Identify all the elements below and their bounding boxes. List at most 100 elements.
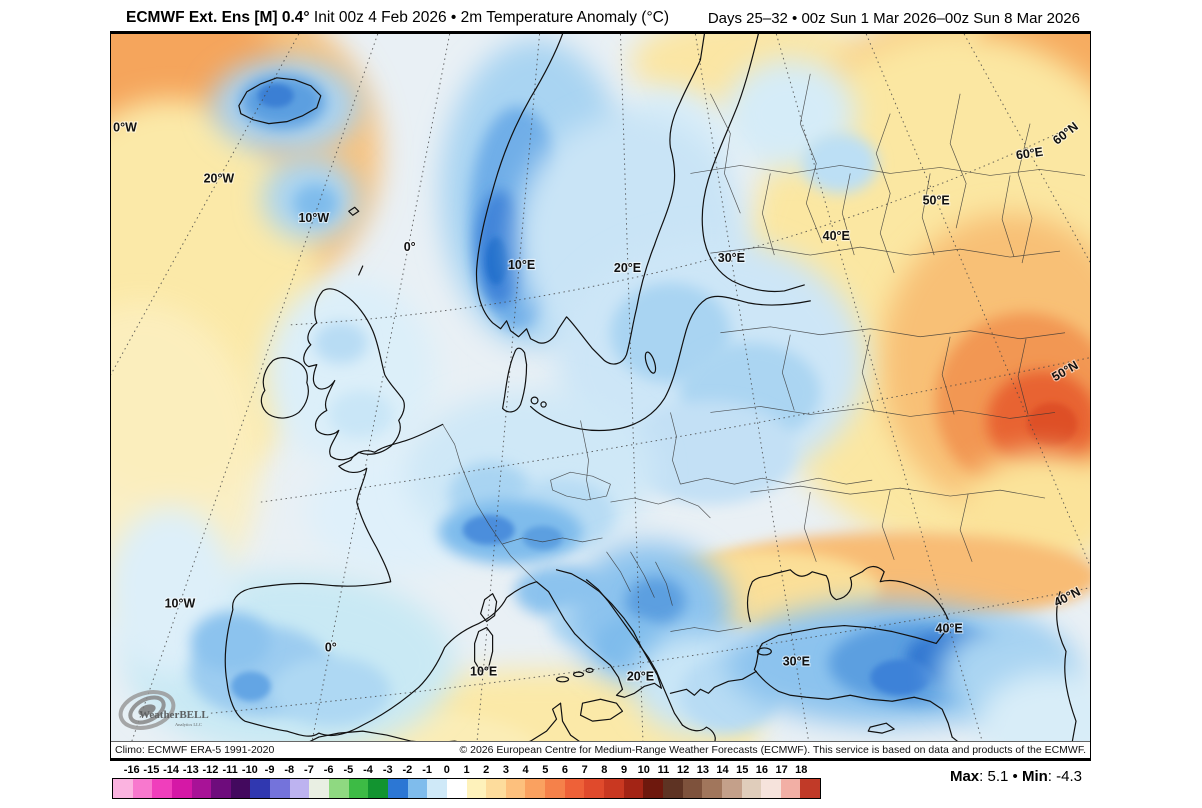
coord-label: 20°E bbox=[627, 669, 654, 683]
coord-label: 60°E bbox=[1015, 145, 1044, 163]
colorbar-tick: -15 bbox=[143, 764, 160, 776]
max-colon: : bbox=[979, 768, 988, 785]
copyright-note: © 2026 European Centre for Medium-Range … bbox=[459, 744, 1086, 756]
colorbar-cell bbox=[211, 779, 231, 798]
colorbar-tick: 8 bbox=[601, 764, 608, 776]
colorbar-cell bbox=[623, 779, 644, 798]
colorbar-cell bbox=[368, 779, 388, 798]
colorbar-cell bbox=[191, 779, 212, 798]
graticule bbox=[111, 34, 1090, 758]
colorbar-tick: 3 bbox=[502, 764, 509, 776]
colorbar-tick: 1 bbox=[463, 764, 470, 776]
colorbar-cell bbox=[525, 779, 546, 798]
logo-text: WeatherBELL bbox=[139, 709, 209, 721]
colorbar-cell bbox=[780, 779, 801, 798]
coord-label: 30°E bbox=[718, 251, 745, 265]
weatherbell-logo: WeatherBELL Analytics LLC bbox=[118, 690, 209, 730]
colorbar-tick: -7 bbox=[304, 764, 314, 776]
colorbar-cell bbox=[387, 779, 408, 798]
colorbar-tick: 5 bbox=[542, 764, 549, 776]
colorbar-cell bbox=[584, 779, 605, 798]
coord-label: 20°E bbox=[614, 261, 641, 275]
field-extremes: Max: 5.1 • Min: -4.3 bbox=[950, 768, 1082, 785]
colorbar-cell bbox=[289, 779, 310, 798]
colorbar-tick: 18 bbox=[795, 764, 808, 776]
swirl-icon bbox=[118, 690, 176, 730]
colorbar-cell bbox=[604, 779, 624, 798]
colorbar-cell bbox=[407, 779, 428, 798]
colorbar-tick: 11 bbox=[657, 764, 670, 776]
colorbar-cell bbox=[564, 779, 585, 798]
colorbar-cell bbox=[741, 779, 762, 798]
colorbar-tick: -9 bbox=[264, 764, 275, 776]
anomaly-field bbox=[111, 34, 1090, 758]
colorbar-tick: 7 bbox=[581, 764, 588, 776]
colorbar-tick: 17 bbox=[775, 764, 788, 776]
colorbar-tick: -5 bbox=[343, 764, 354, 776]
init-and-field: Init 00z 4 Feb 2026 • 2m Temperature Ano… bbox=[309, 9, 670, 26]
max-value: 5.1 bbox=[987, 768, 1009, 785]
coord-label: 10°E bbox=[508, 258, 535, 272]
coord-label: 30°E bbox=[783, 654, 810, 668]
attribution-strip: Climo: ECMWF ERA-5 1991-2020 © 2026 Euro… bbox=[111, 741, 1090, 758]
country-borders bbox=[442, 73, 1086, 632]
colorbar-cell bbox=[682, 779, 703, 798]
colorbar-cell bbox=[761, 779, 781, 798]
coord-label: 40°E bbox=[936, 622, 963, 636]
coord-label: 10°E bbox=[470, 664, 497, 678]
colorbar-cells bbox=[112, 778, 821, 799]
page-title: ECMWF Ext. Ens [M] 0.4° Init 00z 4 Feb 2… bbox=[126, 9, 669, 27]
colorbar-cell bbox=[270, 779, 290, 798]
colorbar-tick: -10 bbox=[241, 764, 258, 776]
colorbar-tick: 4 bbox=[522, 764, 529, 776]
colorbar-tick: 14 bbox=[716, 764, 729, 776]
colorbar-tick: 15 bbox=[736, 764, 749, 776]
colorbar-tick: -1 bbox=[422, 764, 432, 776]
coord-label: 10°W bbox=[298, 211, 329, 225]
colorbar-cell bbox=[505, 779, 526, 798]
colorbar-cell bbox=[662, 779, 683, 798]
colorbar-cell bbox=[348, 779, 369, 798]
min-label: Min bbox=[1021, 768, 1048, 785]
colorbar-cell bbox=[171, 779, 192, 798]
coord-label: 0° bbox=[325, 640, 337, 654]
colorbar-cell bbox=[545, 779, 565, 798]
colorbar-tick: 6 bbox=[561, 764, 569, 776]
colorbar-tick: 0 bbox=[443, 764, 450, 776]
colorbar-cell bbox=[309, 779, 330, 798]
colorbar-tick: 13 bbox=[696, 764, 709, 776]
colorbar-tick: 16 bbox=[755, 764, 769, 776]
colorbar-cell bbox=[329, 779, 349, 798]
coastlines bbox=[224, 34, 1077, 758]
min-value: -4.3 bbox=[1056, 768, 1082, 785]
colorbar-tick: -14 bbox=[163, 764, 180, 776]
coord-label: 0°W bbox=[113, 121, 137, 135]
coord-label: 10°W bbox=[165, 597, 196, 611]
title-bar: ECMWF Ext. Ens [M] 0.4° Init 00z 4 Feb 2… bbox=[110, 0, 1090, 33]
colorbar-cell bbox=[702, 779, 722, 798]
colorbar-cell bbox=[113, 779, 133, 798]
colorbar-cell bbox=[230, 779, 251, 798]
colorbar-tick: -4 bbox=[363, 764, 373, 776]
colorbar-tick: -8 bbox=[284, 764, 295, 776]
colorbar-tick: -13 bbox=[182, 764, 199, 776]
colorbar-tick: 10 bbox=[637, 764, 650, 776]
valid-range: Days 25–32 • 00z Sun 1 Mar 2026–00z Sun … bbox=[707, 10, 1080, 27]
colorbar-cell bbox=[486, 779, 506, 798]
colorbar-tick: -3 bbox=[382, 764, 393, 776]
max-label: Max bbox=[949, 768, 980, 785]
colorbar-cell bbox=[250, 779, 271, 798]
extremes-separator: • bbox=[1012, 768, 1018, 785]
colorbar-cell bbox=[643, 779, 663, 798]
colorbar-tick: 12 bbox=[677, 764, 690, 776]
colorbar-tick-labels: -16 -15 -14 -13 -12 -11 -10 -9 -8 -7 -6 -5 -4 -3 -2 -1 0… bbox=[112, 764, 821, 778]
colorbar-tick: -2 bbox=[402, 764, 413, 776]
colorbar-cell bbox=[800, 779, 821, 798]
colorbar-cell bbox=[721, 779, 742, 798]
coord-label: 20°W bbox=[204, 171, 235, 185]
colorbar-tick: -12 bbox=[202, 764, 219, 776]
europe-anomaly-map: 0°W20°W10°W0°10°E 20°E30°E40°E50°E60°E60°… bbox=[111, 34, 1090, 758]
colorbar-tick: 9 bbox=[620, 764, 628, 776]
colorbar-cell bbox=[466, 779, 487, 798]
